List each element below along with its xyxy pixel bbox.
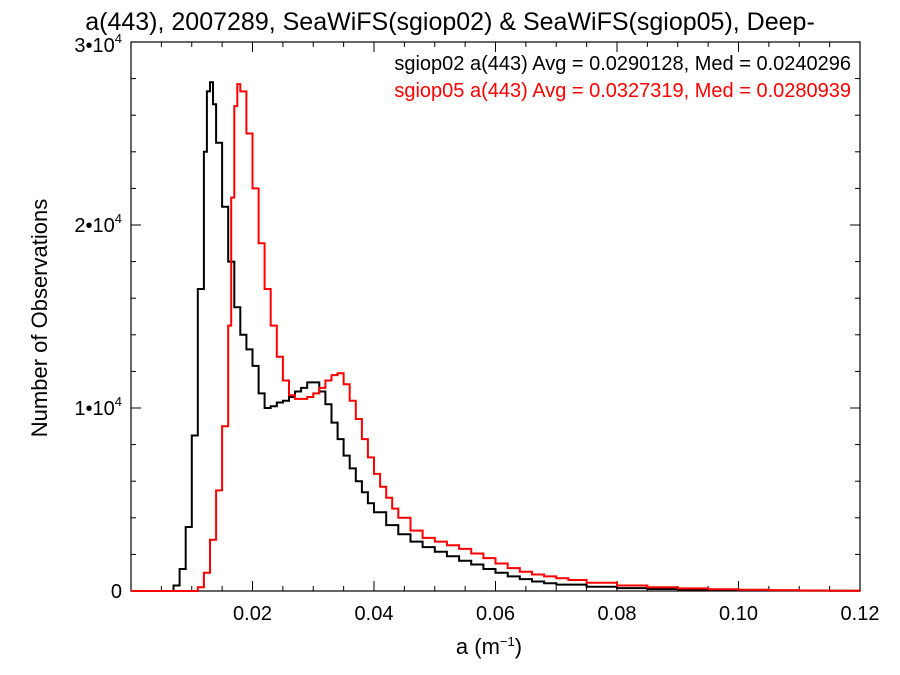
x-tick-label: 0.04 — [355, 603, 394, 625]
x-tick-label: 0.12 — [841, 603, 880, 625]
legend-entry-0: sgiop02 a(443) Avg = 0.0290128, Med = 0.… — [394, 53, 851, 75]
y-tick-label: 1•104 — [74, 394, 122, 420]
y-axis-ticks: 0 1•104 2•104 3•104 — [74, 31, 860, 603]
series-line-0 — [131, 81, 861, 592]
y-axis-label: Number of Observations — [27, 199, 52, 437]
series-group — [131, 81, 861, 592]
x-tick-label: 0.10 — [719, 603, 758, 625]
x-tick-label: 0.02 — [233, 603, 272, 625]
x-tick-label: 0.06 — [476, 603, 515, 625]
y-tick-label: 2•104 — [74, 211, 122, 237]
y-tick-label: 0 — [111, 581, 122, 603]
x-axis-ticks: 0.02 0.04 0.06 0.08 0.10 0.12 — [160, 42, 880, 625]
chart-title: a(443), 2007289, SeaWiFS(sgiop02) & SeaW… — [85, 8, 815, 36]
legend: sgiop02 a(443) Avg = 0.0290128, Med = 0.… — [394, 53, 851, 102]
x-axis-label: a (m−1) — [456, 634, 522, 659]
y-tick-label: 3•104 — [74, 31, 122, 57]
x-tick-label: 0.08 — [598, 603, 637, 625]
legend-entry-1: sgiop05 a(443) Avg = 0.0327319, Med = 0.… — [394, 80, 851, 102]
series-line-1 — [131, 83, 861, 592]
